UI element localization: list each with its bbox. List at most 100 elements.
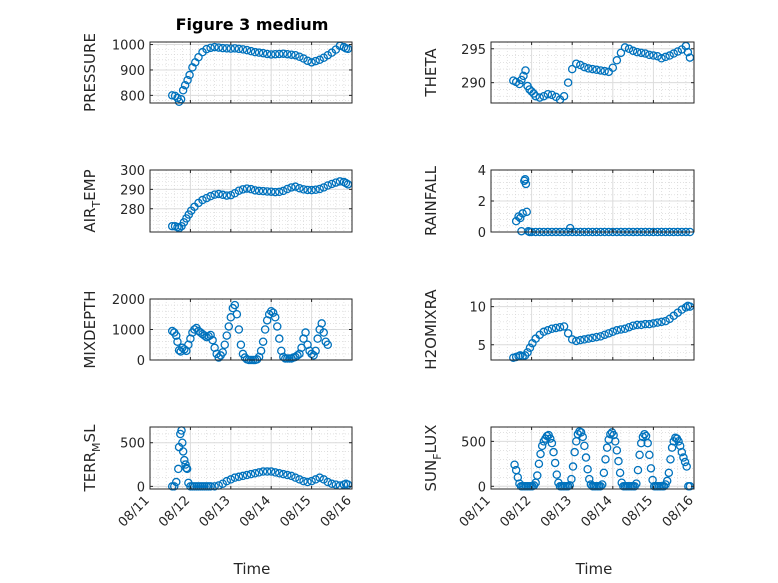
data-point <box>682 462 691 471</box>
data-point <box>520 175 530 184</box>
data-point <box>218 348 227 357</box>
data-point <box>599 468 609 478</box>
data-point <box>307 58 316 67</box>
data-point <box>666 455 675 464</box>
subplot-3: 280 290 300 AIRTEMP <box>81 164 353 233</box>
data-point <box>543 89 553 99</box>
y-tick-label: 280 <box>120 203 145 218</box>
data-point <box>295 475 304 484</box>
axes-box <box>490 41 695 104</box>
data-point <box>268 308 278 317</box>
data-point <box>576 428 586 437</box>
data-point <box>677 447 687 457</box>
data-point <box>214 43 223 52</box>
y-axis-label: THETA <box>422 48 440 98</box>
data-point <box>604 329 613 338</box>
data-point <box>222 44 232 53</box>
data-point <box>327 179 337 189</box>
data-point <box>592 332 601 342</box>
y-axis-label: TERRMSL <box>81 424 103 493</box>
data-point <box>640 429 649 439</box>
data-point <box>232 309 242 319</box>
data-point <box>525 343 535 353</box>
data-point <box>206 43 215 53</box>
subplot-5: 0 1000 2000 MIXDEPTH <box>81 290 353 369</box>
data-point <box>515 79 524 89</box>
data-point <box>319 328 328 337</box>
data-point <box>547 438 557 448</box>
y-tick-label: 5 <box>478 339 486 354</box>
data-point <box>522 207 531 217</box>
data-point <box>331 178 341 187</box>
data-point <box>242 45 252 55</box>
data-point <box>238 185 248 194</box>
data-point <box>185 70 194 80</box>
data-point <box>614 456 623 466</box>
y-tick-label: 500 <box>120 437 145 452</box>
data-point <box>206 330 215 340</box>
data-point <box>266 306 276 316</box>
data-point <box>246 469 256 479</box>
data-point <box>559 322 569 331</box>
data-point <box>246 184 256 194</box>
data-point <box>242 470 252 480</box>
data-point <box>178 438 187 447</box>
x-tick-label: 08/15 <box>619 493 656 530</box>
axes-box <box>149 41 353 104</box>
data-point <box>596 332 605 341</box>
data-point <box>283 184 292 194</box>
data-point <box>533 471 542 480</box>
data-point <box>287 183 296 192</box>
data-point <box>234 44 244 54</box>
data-point <box>683 47 693 57</box>
data-point <box>279 469 288 479</box>
data-point <box>610 437 620 446</box>
x-tick-label: 08/13 <box>197 493 234 530</box>
data-point <box>543 326 553 335</box>
y-axis-label: H2OMIXRA <box>422 289 440 370</box>
data-point <box>182 464 192 474</box>
data-point <box>283 49 292 59</box>
data-point <box>202 44 211 54</box>
data-point <box>665 51 674 60</box>
y-axis-label: PRESSURE <box>81 33 99 112</box>
x-tick-label: 08/11 <box>457 493 494 530</box>
data-point <box>224 322 234 331</box>
data-point <box>256 346 266 356</box>
data-point <box>270 49 280 59</box>
data-point <box>632 320 642 330</box>
data-point <box>624 44 634 54</box>
data-point <box>327 479 337 489</box>
data-point <box>169 482 179 491</box>
data-point <box>254 48 264 57</box>
data-point <box>315 55 324 65</box>
subplot-2: 290 295 THETA <box>422 41 695 104</box>
data-point <box>295 183 304 193</box>
y-tick-label: 0 <box>478 480 486 495</box>
data-point <box>242 184 252 193</box>
data-point <box>673 47 683 56</box>
data-point <box>283 470 292 480</box>
data-point <box>521 179 531 189</box>
data-point <box>198 195 207 205</box>
data-point <box>311 475 320 484</box>
data-point <box>303 56 312 66</box>
data-point <box>592 65 601 75</box>
data-point <box>608 63 618 73</box>
data-point <box>612 326 622 335</box>
data-point <box>299 185 308 194</box>
data-point <box>628 321 638 330</box>
x-tick-label: 08/12 <box>156 493 193 530</box>
data-point <box>572 336 581 346</box>
plot-area <box>150 427 352 489</box>
data-point <box>258 48 268 58</box>
data-point <box>262 49 272 59</box>
data-point <box>584 334 593 343</box>
data-point <box>291 50 300 60</box>
data-point <box>226 475 236 484</box>
data-point <box>319 183 328 192</box>
figure-title: Figure 3 medium <box>176 15 329 34</box>
data-point <box>567 64 577 74</box>
data-point <box>646 464 656 473</box>
